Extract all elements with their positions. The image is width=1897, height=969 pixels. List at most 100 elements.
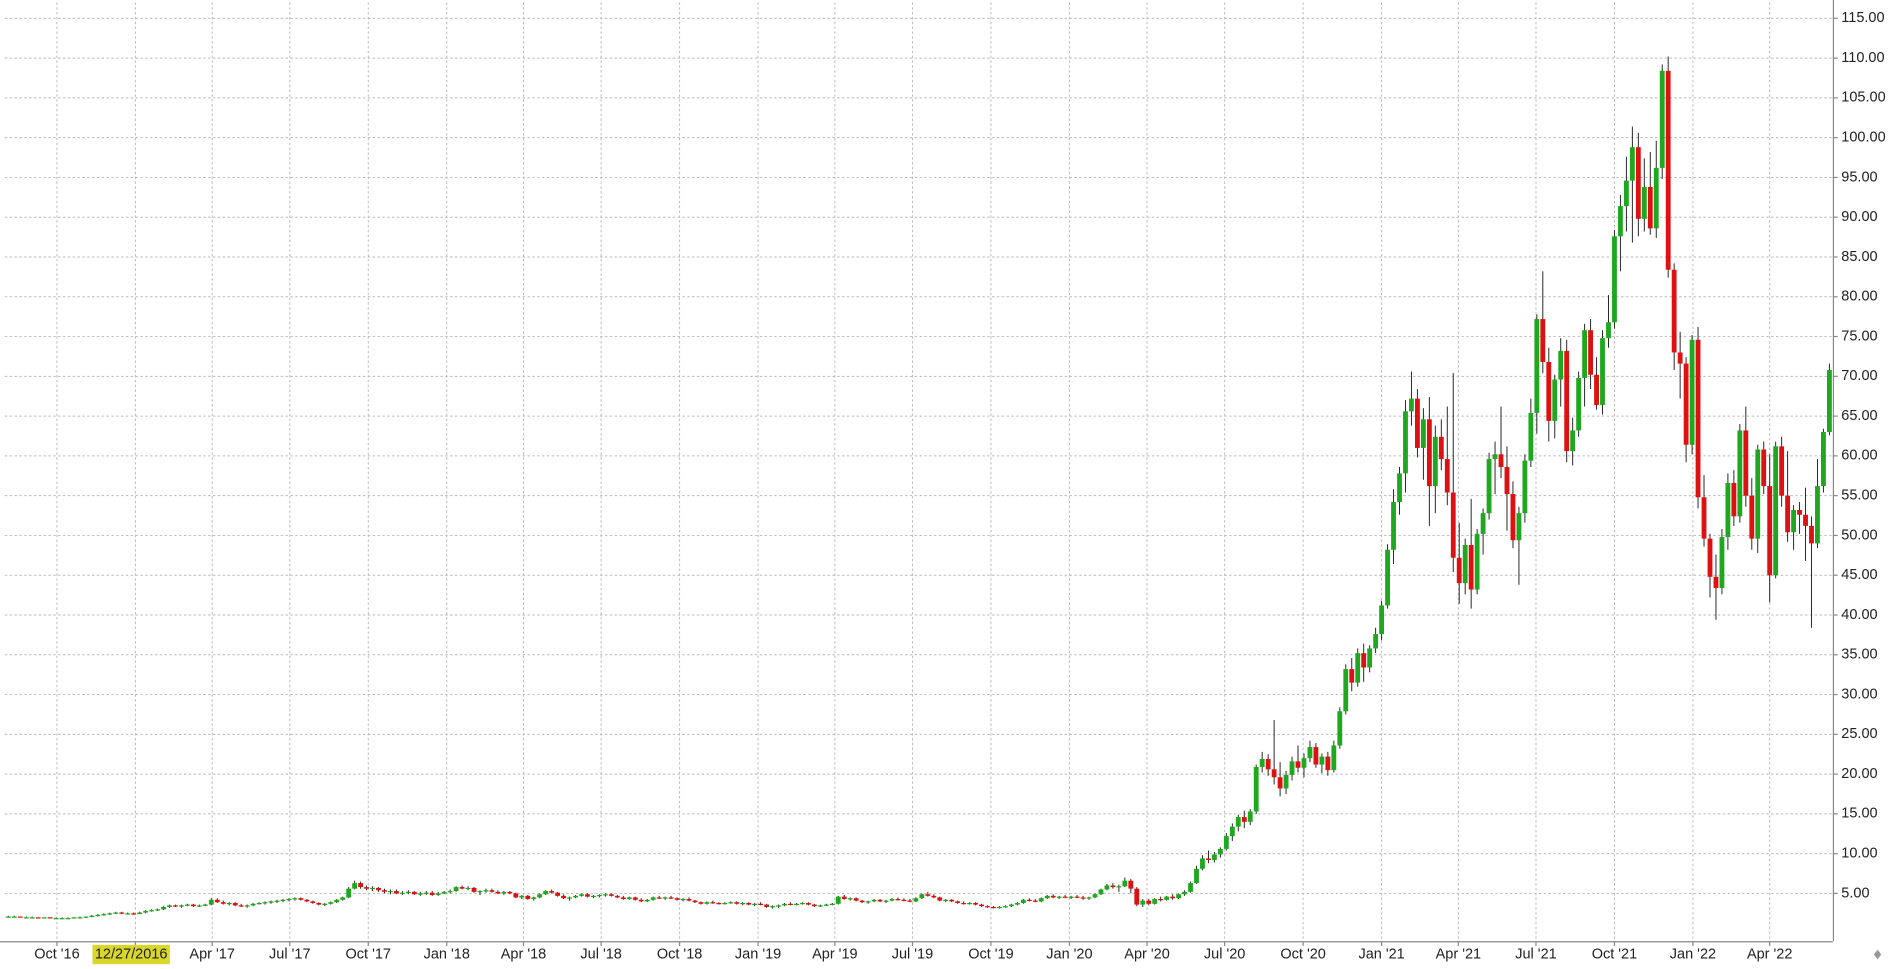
candle-body (107, 913, 113, 915)
candle-body (173, 905, 178, 907)
candle-body (1056, 896, 1062, 898)
candle-body (1612, 236, 1617, 323)
candle-body (459, 887, 465, 889)
candle-body (1426, 419, 1432, 487)
candle-body (877, 899, 883, 902)
candle-body (405, 891, 411, 894)
candle-body (991, 906, 996, 909)
candle-body (1480, 513, 1486, 534)
candle-body (286, 899, 292, 901)
candle-body (1791, 509, 1797, 533)
candle-body (817, 905, 823, 907)
candle-body (1074, 896, 1080, 898)
candle-body (513, 893, 519, 898)
candle-body (471, 887, 477, 892)
candle-body (1582, 330, 1588, 378)
candle-body (853, 898, 859, 901)
candle-body (901, 899, 907, 902)
candle-body (644, 899, 650, 902)
candle-body (495, 891, 501, 894)
candle-body (41, 917, 47, 919)
y-tick-label: 115.00 (1841, 10, 1884, 26)
candle-body (782, 903, 787, 906)
x-tick-label: Jan '22 (1670, 946, 1716, 962)
candle-body (949, 899, 955, 902)
candle-body (1761, 449, 1767, 487)
candle-body (1194, 868, 1199, 884)
candle-body (668, 897, 674, 899)
y-tick-label: 55.00 (1841, 487, 1877, 503)
y-tick-label: 20.00 (1841, 766, 1877, 782)
candle-body (734, 902, 740, 904)
candle-body (1397, 473, 1402, 503)
x-tick-label: Oct '18 (657, 946, 702, 962)
candle-body (1749, 495, 1755, 539)
x-tick-label: Jul '21 (1515, 946, 1556, 962)
y-tick-label: 30.00 (1841, 686, 1877, 702)
candle-body (895, 899, 901, 901)
candle-body (1701, 497, 1707, 539)
candle-body (167, 905, 172, 907)
candle-body (1211, 854, 1217, 861)
y-tick-label: 90.00 (1841, 209, 1877, 225)
candle-body (805, 902, 811, 905)
candle-body (1737, 430, 1743, 517)
candle-body (614, 895, 620, 898)
candle-body (549, 891, 555, 893)
candle-body (1486, 459, 1492, 514)
candle-body (477, 891, 483, 893)
candle-body (411, 891, 417, 895)
candle-body (155, 909, 161, 911)
candle-body (1391, 502, 1396, 550)
candle-body (800, 902, 805, 905)
candle-body (967, 902, 973, 905)
candle-body (973, 902, 979, 905)
candle-body (1277, 777, 1283, 789)
candle-body (537, 894, 543, 898)
y-tick-label: 80.00 (1841, 289, 1877, 305)
candle-body (907, 900, 913, 902)
candle-body (716, 902, 722, 905)
candle-body (1307, 747, 1313, 759)
candle-body (1176, 894, 1182, 899)
candle-body (280, 899, 286, 902)
candle-body (1450, 492, 1456, 558)
candle-body (1713, 576, 1719, 588)
candle-body (244, 905, 250, 907)
candle-body (23, 917, 29, 919)
candle-body (328, 902, 334, 904)
candle-body (1773, 446, 1779, 576)
candle-body (1373, 634, 1379, 649)
x-tick-label: Oct '21 (1592, 946, 1637, 962)
candle-body (304, 899, 310, 902)
candle-body (1797, 509, 1802, 515)
candle-body (65, 918, 71, 920)
candle-body (364, 887, 369, 889)
candle-body (453, 887, 459, 892)
candle-body (113, 912, 119, 914)
candle-body (489, 890, 495, 892)
axes: 5.00 10.00 15.00 20.00 25.00 30.00 35.00 40.00 4… (34, 10, 1886, 965)
candle-body (585, 894, 590, 897)
candle-body (626, 897, 632, 900)
candle-body (608, 894, 614, 896)
candle-body (483, 890, 489, 892)
candle-body (507, 891, 513, 894)
candle-body (1301, 758, 1307, 768)
candle-body (1092, 894, 1098, 898)
candle-body (1618, 206, 1623, 237)
candle-body (1546, 362, 1552, 421)
candle-body (531, 897, 537, 900)
candle-body (268, 901, 274, 903)
candle-body (656, 897, 662, 899)
candle-body (1200, 858, 1205, 869)
candle-body (47, 917, 53, 919)
candle-body (1528, 412, 1534, 461)
candle-body (101, 914, 107, 916)
candle-body (698, 902, 704, 904)
candle-body (417, 893, 423, 895)
candle-body (955, 901, 961, 903)
candle-body (1785, 495, 1791, 533)
candle-body (179, 905, 184, 907)
